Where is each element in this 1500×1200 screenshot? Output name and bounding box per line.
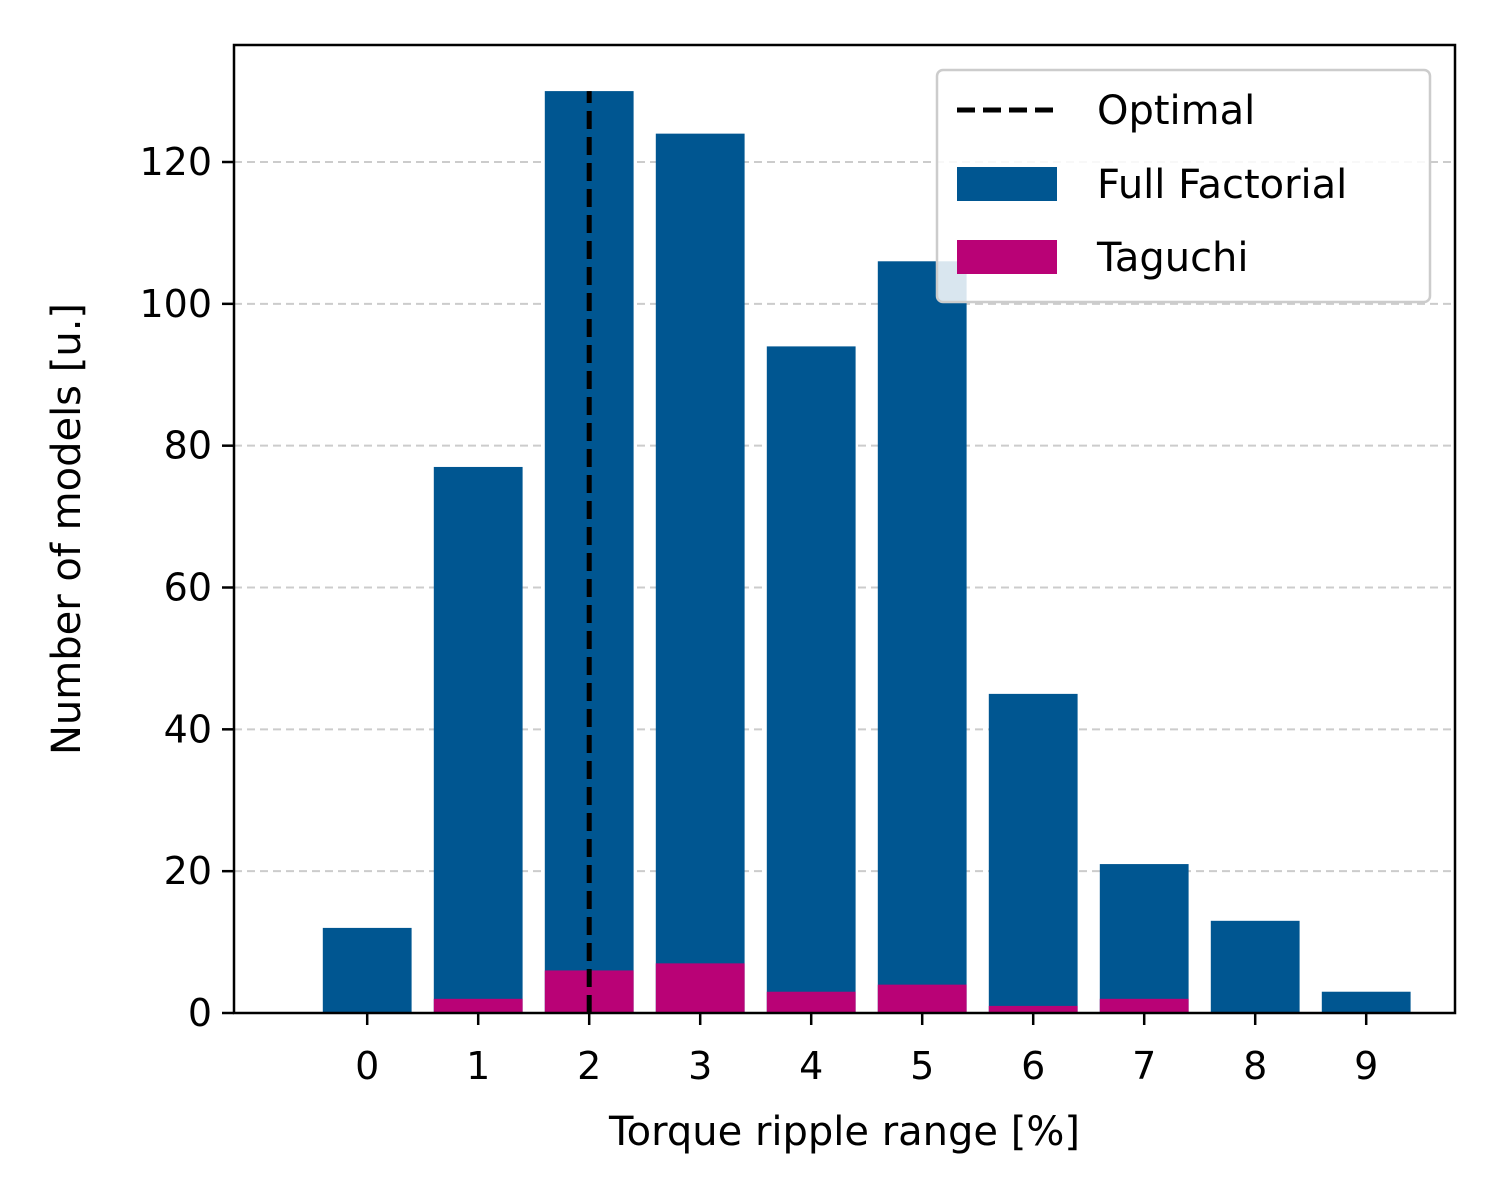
legend-label: Optimal [1097,88,1255,134]
axis-ticks: 0 1 2 3 4 5 6 7 8 9 0 20 40 60 80 100 120 [139,140,1378,1088]
x-tick-label: 9 [1354,1044,1378,1088]
y-tick-label: 120 [139,140,212,184]
x-tick-label: 5 [910,1044,934,1088]
bars [322,91,1411,1014]
bar-full-factorial-7 [1099,864,1189,1013]
legend-patch-swatch [957,167,1057,201]
bar-taguchi-7 [1099,998,1189,1013]
x-tick-label: 0 [355,1044,379,1088]
y-tick-label: 80 [164,424,212,468]
bar-taguchi-4 [766,991,856,1013]
bar-full-factorial-5 [877,261,967,1013]
y-tick-label: 60 [164,566,212,610]
legend-label: Full Factorial [1097,162,1347,208]
bar-full-factorial-3 [655,133,745,1014]
bar-full-factorial-1 [433,466,523,1013]
y-tick-label: 0 [188,991,212,1035]
bar-taguchi-3 [655,963,745,1013]
y-tick-label: 100 [139,282,212,326]
bar-full-factorial-0 [322,927,412,1013]
legend: Optimal Full Factorial Taguchi [935,68,1432,304]
bar-taguchi-1 [433,998,523,1013]
legend-patch-swatch [957,240,1057,274]
x-tick-label: 3 [688,1044,712,1088]
bar-full-factorial-8 [1210,920,1300,1013]
legend-box [935,68,1432,304]
bar-full-factorial-9 [1321,991,1411,1013]
x-tick-label: 8 [1243,1044,1267,1088]
plot-frame [232,43,1457,1015]
y-axis-label: Number of models [u.] [44,303,90,755]
x-axis-label: Torque ripple range [%] [608,1109,1080,1155]
x-tick-label: 7 [1132,1044,1156,1088]
y-tick-label: 20 [164,849,212,893]
x-tick-label: 4 [799,1044,823,1088]
bar-taguchi-6 [988,1005,1078,1013]
legend-label: Taguchi [1096,235,1249,281]
x-tick-label: 2 [577,1044,601,1088]
y-tick-label: 40 [164,707,212,751]
bar-full-factorial-6 [988,693,1078,1013]
bar-full-factorial-4 [766,346,856,1013]
bar-taguchi-5 [877,984,967,1013]
x-tick-label: 6 [1021,1044,1045,1088]
x-tick-label: 1 [466,1044,490,1088]
